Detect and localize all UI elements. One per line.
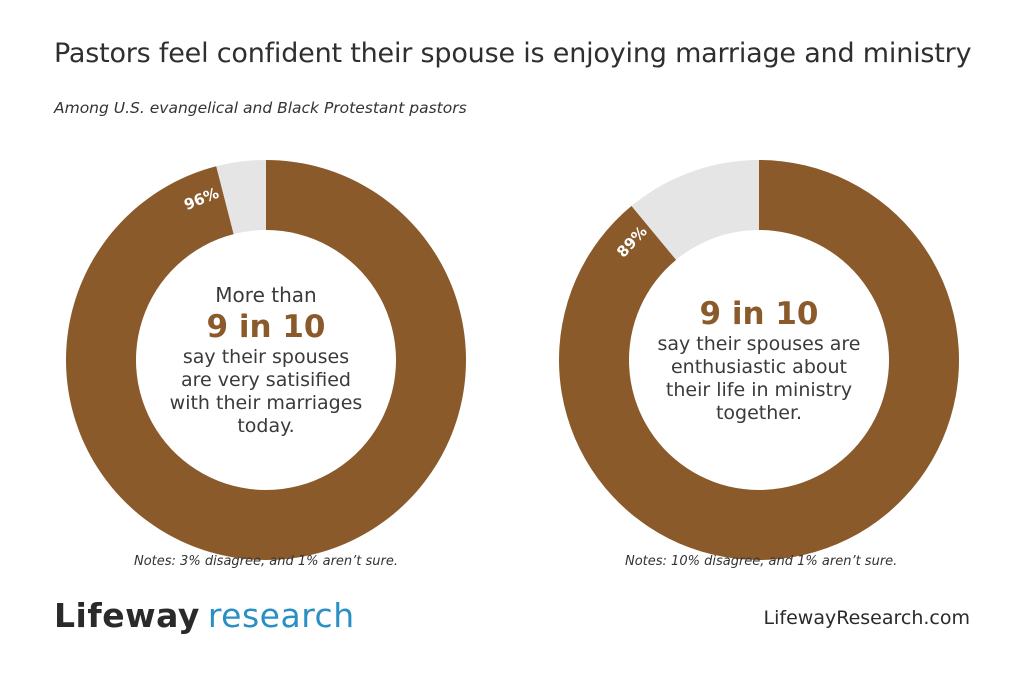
- center-desc-line: together.: [715, 402, 803, 424]
- page-title: Pastors feel confident their spouse is e…: [54, 38, 972, 69]
- center-pre-text: More than: [215, 282, 317, 307]
- donut-slice-main: [65, 160, 467, 560]
- center-desc-line: enthusiastic about: [670, 356, 848, 378]
- donut-chart-ministry: 89% 9 in 10 say their spouses are enthus…: [559, 160, 959, 560]
- page-subtitle: Among U.S. evangelical and Black Protest…: [54, 99, 467, 117]
- center-desc-line: today.: [237, 414, 295, 437]
- donut-center-text: 9 in 10 say their spouses are enthusiast…: [649, 260, 869, 460]
- donut-center-text: More than 9 in 10 say their spouses are …: [156, 260, 376, 460]
- chart-note-marriage: Notes: 3% disagree, and 1% aren’t sure.: [134, 554, 399, 569]
- donut-slice-remainder: [216, 160, 266, 235]
- donut-chart-marriage: 96% More than 9 in 10 say their spouses …: [65, 160, 467, 560]
- donut-svg: 96%: [65, 160, 467, 560]
- logo-word-research: research: [207, 596, 355, 635]
- chart-note-ministry: Notes: 10% disagree, and 1% aren’t sure.: [625, 554, 898, 569]
- donut-slice-remainder: [631, 160, 759, 260]
- website-link[interactable]: LifewayResearch.com: [763, 607, 970, 629]
- center-big-stat: 9 in 10: [206, 308, 326, 345]
- center-desc-line: say their spouses are: [657, 333, 861, 355]
- donut-svg: 89%: [559, 160, 959, 560]
- donut-slice-main: [559, 160, 959, 560]
- lifeway-research-logo: Lifeway research: [54, 596, 355, 635]
- center-desc-line: say their spouses: [182, 345, 350, 368]
- center-desc-line: are very satisified: [181, 368, 351, 391]
- center-big-stat: 9 in 10: [699, 296, 819, 332]
- logo-word-lifeway: Lifeway: [54, 596, 200, 635]
- center-desc-line: their life in ministry: [665, 379, 853, 401]
- center-desc-line: with their marriages: [169, 391, 363, 414]
